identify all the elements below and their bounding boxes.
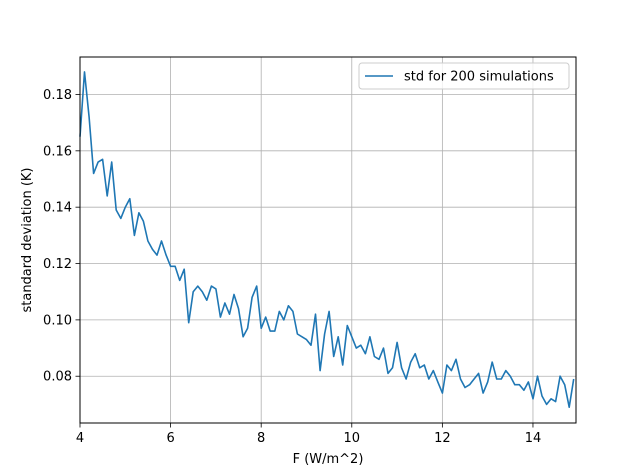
x-axis-label: F (W/m^2): [293, 452, 364, 467]
y-tick-label: 0.08: [43, 370, 72, 385]
x-tick-label: 6: [166, 431, 174, 446]
y-tick-label: 0.14: [43, 201, 72, 216]
grid-lines: [79, 57, 576, 423]
series-layer: [79, 71, 575, 409]
y-axis-ticks: 0.08 0.10 0.12 0.14 0.16 0.18: [43, 88, 80, 385]
x-tick-label: 8: [257, 431, 265, 446]
y-tick-label: 0.12: [43, 257, 72, 272]
x-tick-label: 14: [525, 431, 542, 446]
y-tick-label: 0.16: [43, 144, 72, 159]
y-axis-label: standard deviation (K): [20, 167, 35, 312]
x-tick-label: 10: [344, 431, 361, 446]
plot-frame: [79, 56, 577, 424]
legend-label: std for 200 simulations: [404, 70, 554, 85]
legend: std for 200 simulations: [358, 62, 570, 90]
series-line: [79, 71, 575, 409]
x-axis-ticks: 4 6 8 10 12 14: [76, 423, 541, 446]
y-tick-label: 0.10: [43, 313, 72, 328]
x-tick-label: 4: [76, 431, 84, 446]
legend-box: [358, 62, 570, 90]
x-tick-label: 12: [434, 431, 451, 446]
y-tick-label: 0.18: [43, 88, 72, 103]
